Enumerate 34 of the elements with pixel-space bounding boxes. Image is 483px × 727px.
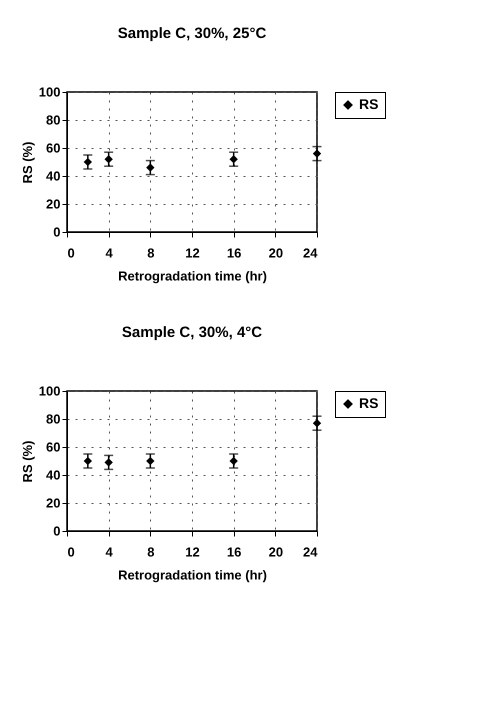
y-tick-label: 20 [46,496,60,510]
y-axis-title: RS (%) [20,142,35,184]
y-tick-label: 60 [46,140,60,156]
x-tick-label: 24 [303,544,318,560]
y-tick-label: 80 [46,412,60,426]
y-axis-title: RS (%) [20,440,35,482]
x-tick-label: 8 [147,544,154,560]
y-tick-label: 60 [46,440,60,454]
legend-label: RS [359,96,378,112]
x-tick-label: 0 [68,246,75,260]
x-tick-label: 8 [147,246,154,260]
x-tick-label: 0 [68,544,75,560]
chart-title: Sample C, 30%, 4°C [122,324,262,341]
x-tick-label: 24 [303,246,318,260]
x-tick-label: 4 [106,544,114,560]
y-tick-label: 0 [53,524,60,538]
y-tick-label: 40 [46,468,60,482]
y-tick-label: 20 [46,196,60,212]
x-tick-label: 12 [185,544,200,560]
y-tick-label: 100 [38,384,60,398]
x-axis-title: Retrogradation time (hr) [118,268,267,284]
x-tick-label: 4 [106,246,114,260]
legend-label: RS [359,395,378,411]
y-tick-label: 0 [53,224,60,240]
x-tick-label: 16 [226,246,242,260]
x-axis-title: Retrogradation time (hr) [118,568,267,582]
x-tick-label: 12 [185,246,200,260]
y-tick-label: 40 [46,168,60,184]
x-tick-label: 20 [268,544,284,560]
x-tick-label: 20 [268,246,284,260]
x-tick-label: 16 [226,544,242,560]
y-tick-label: 80 [46,112,60,128]
chart-title: Sample C, 30%, 25°C [118,25,266,42]
y-tick-label: 100 [38,84,60,100]
